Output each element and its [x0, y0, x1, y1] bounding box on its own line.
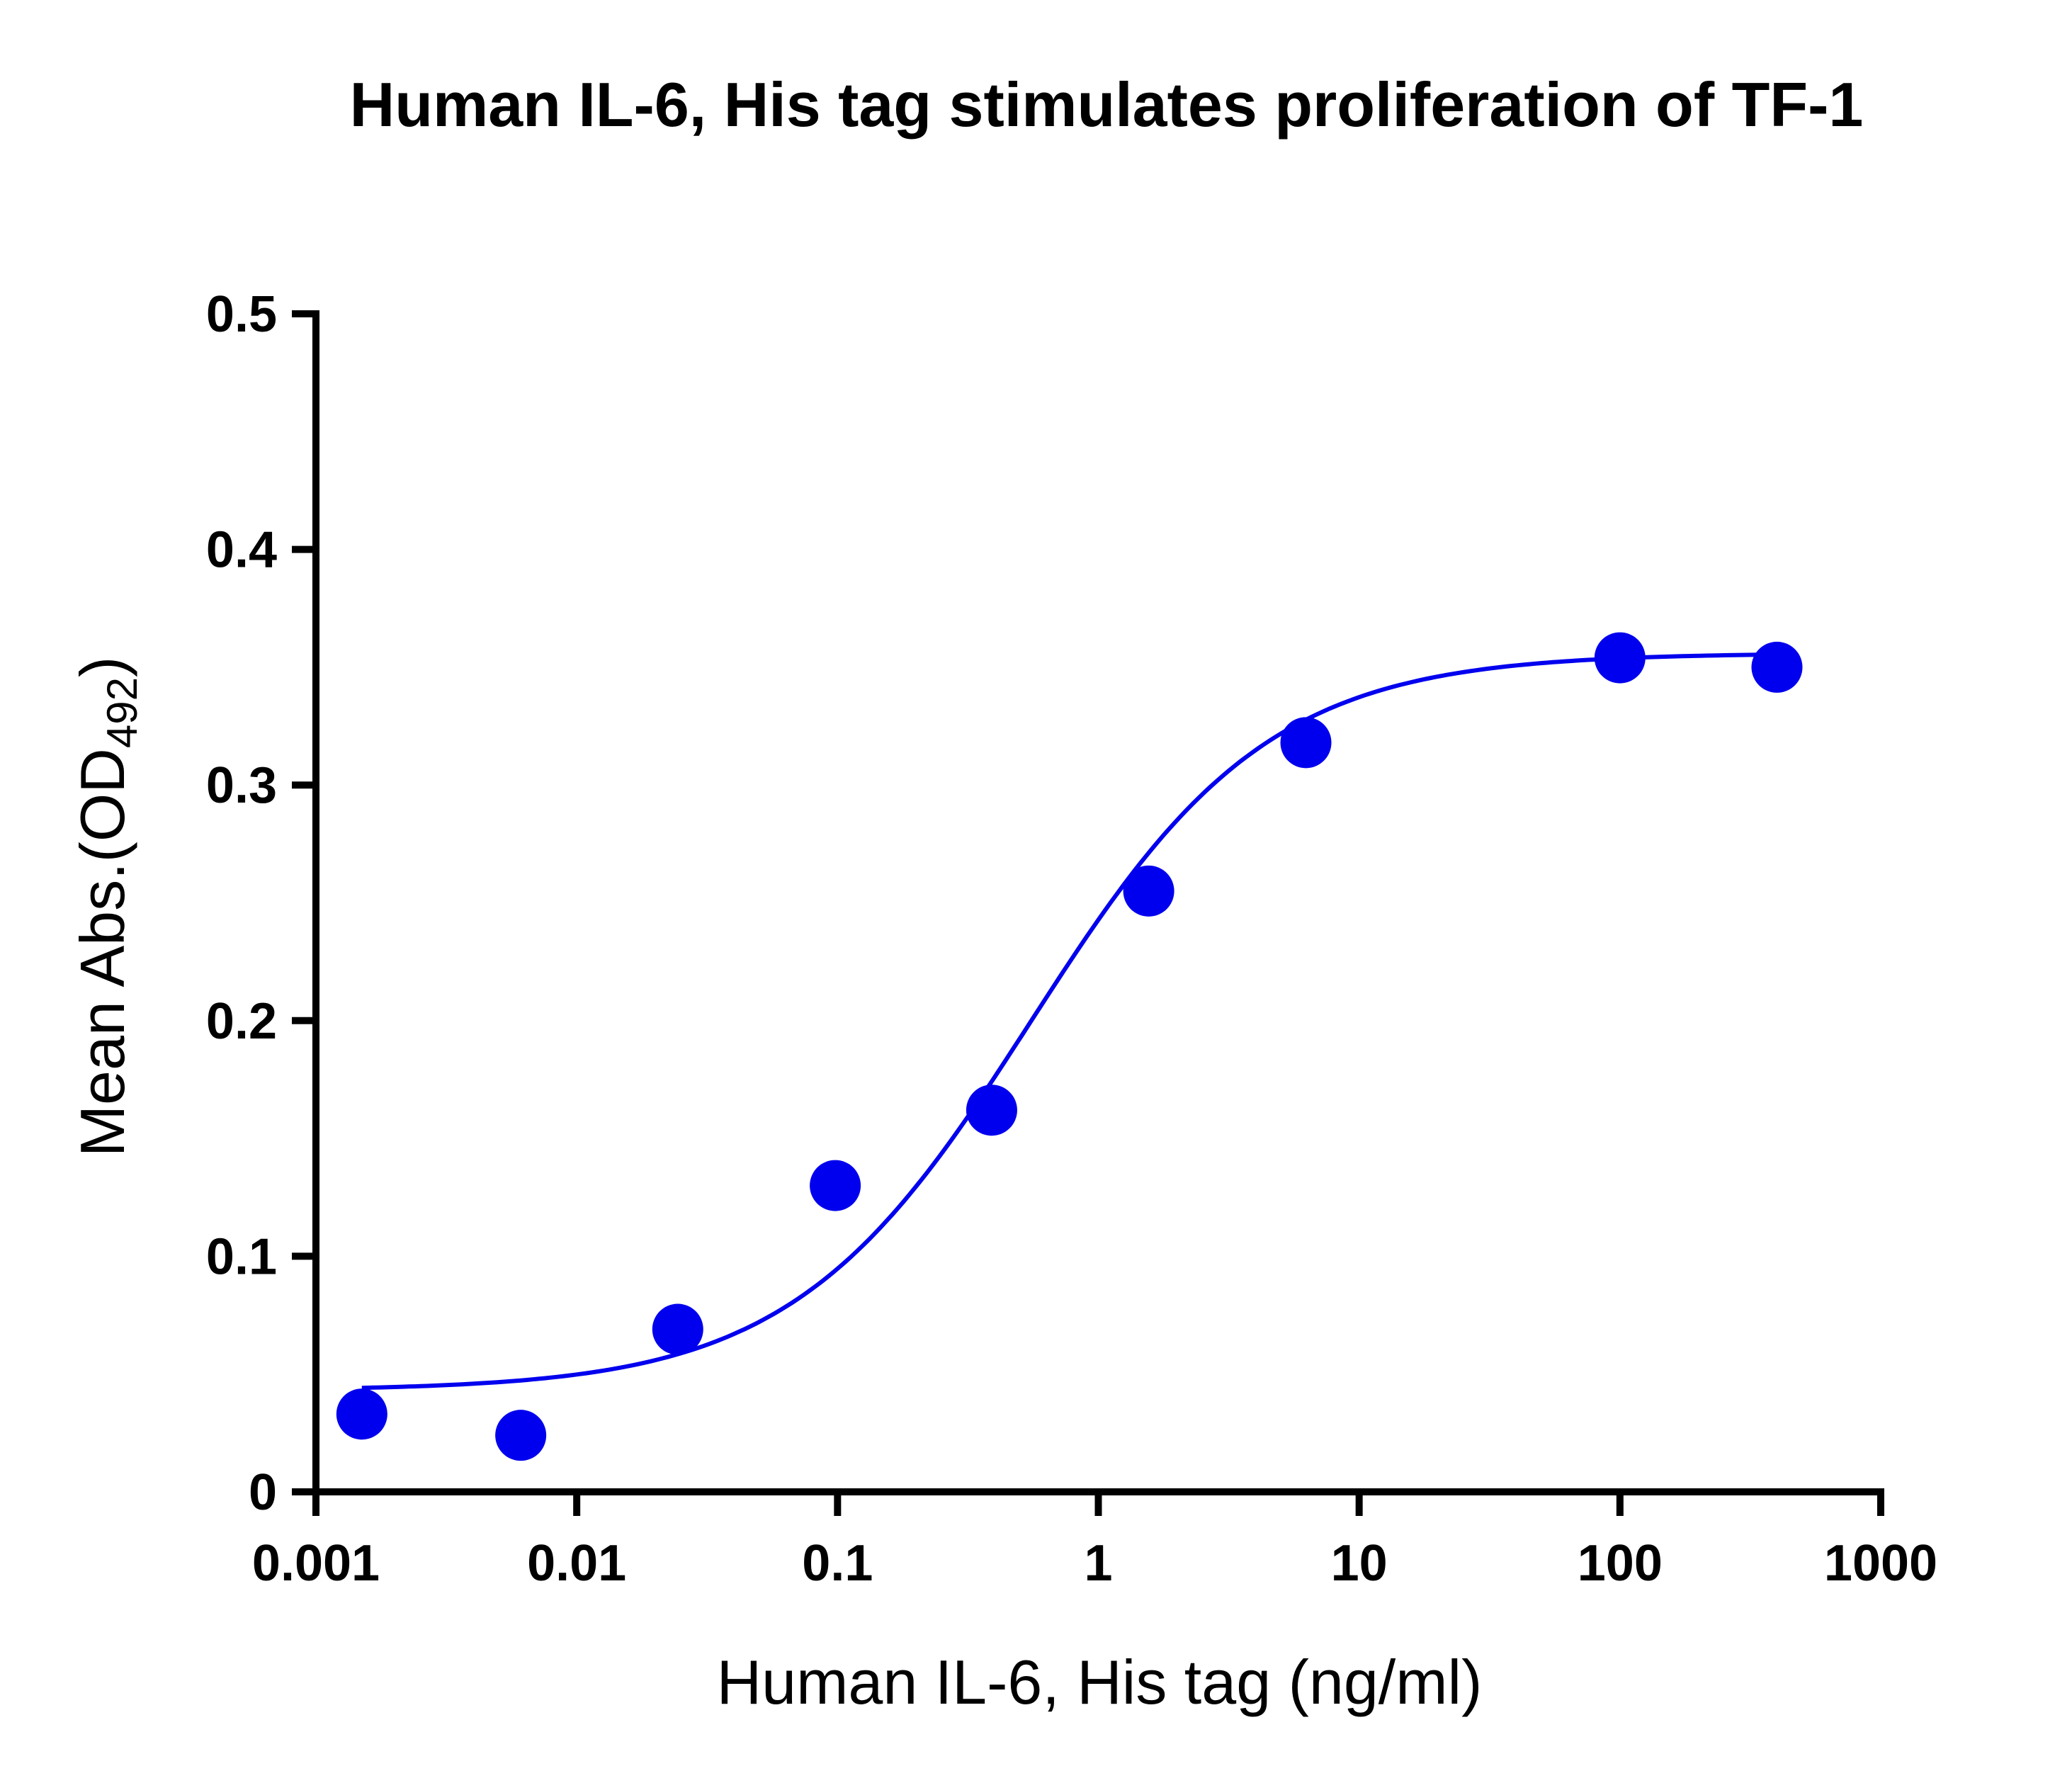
x-tick-label: 1000 [1824, 1535, 1937, 1592]
x-axis-ticks: 0.001 0.01 0.1 1 10 100 1000 [252, 1492, 1937, 1592]
y-axis-label-close: ) [67, 657, 137, 677]
x-tick-label: 10 [1331, 1535, 1388, 1592]
y-axis-label-main: Mean Abs.(OD [67, 748, 137, 1157]
y-tick-label: 0.4 [206, 522, 277, 579]
x-tick-label: 0.01 [527, 1535, 626, 1592]
y-tick-label: 0.3 [206, 757, 277, 814]
fit-curve [361, 652, 1777, 1391]
x-tick-label: 100 [1578, 1535, 1663, 1592]
data-point [495, 1410, 547, 1461]
x-tick-label: 0.1 [802, 1535, 873, 1592]
data-point [1123, 865, 1174, 917]
y-tick-label: 0.2 [206, 993, 277, 1050]
data-point [1594, 632, 1646, 684]
data-point [810, 1160, 861, 1211]
y-axis-label: Mean Abs.(OD492) [67, 657, 146, 1157]
data-point [1751, 641, 1803, 693]
x-tick-label: 0.001 [252, 1535, 380, 1592]
y-tick-label: 0 [249, 1464, 277, 1521]
y-axis-label-subscript: 492 [98, 677, 146, 748]
data-points [336, 632, 1803, 1461]
y-tick-label: 0.1 [206, 1228, 277, 1285]
chart-title: Human IL-6, His tag stimulates prolifera… [350, 69, 1864, 140]
axes-frame [312, 310, 1884, 1495]
y-axis-ticks: 0 0.1 0.2 0.3 0.4 0.5 [206, 286, 316, 1521]
data-point [652, 1303, 703, 1355]
data-point [336, 1388, 387, 1440]
data-point [966, 1085, 1017, 1136]
y-tick-label: 0.5 [206, 286, 277, 343]
x-tick-label: 1 [1084, 1535, 1112, 1592]
x-axis-label: Human IL-6, His tag (ng/ml) [717, 1647, 1483, 1717]
data-point [1280, 717, 1332, 769]
